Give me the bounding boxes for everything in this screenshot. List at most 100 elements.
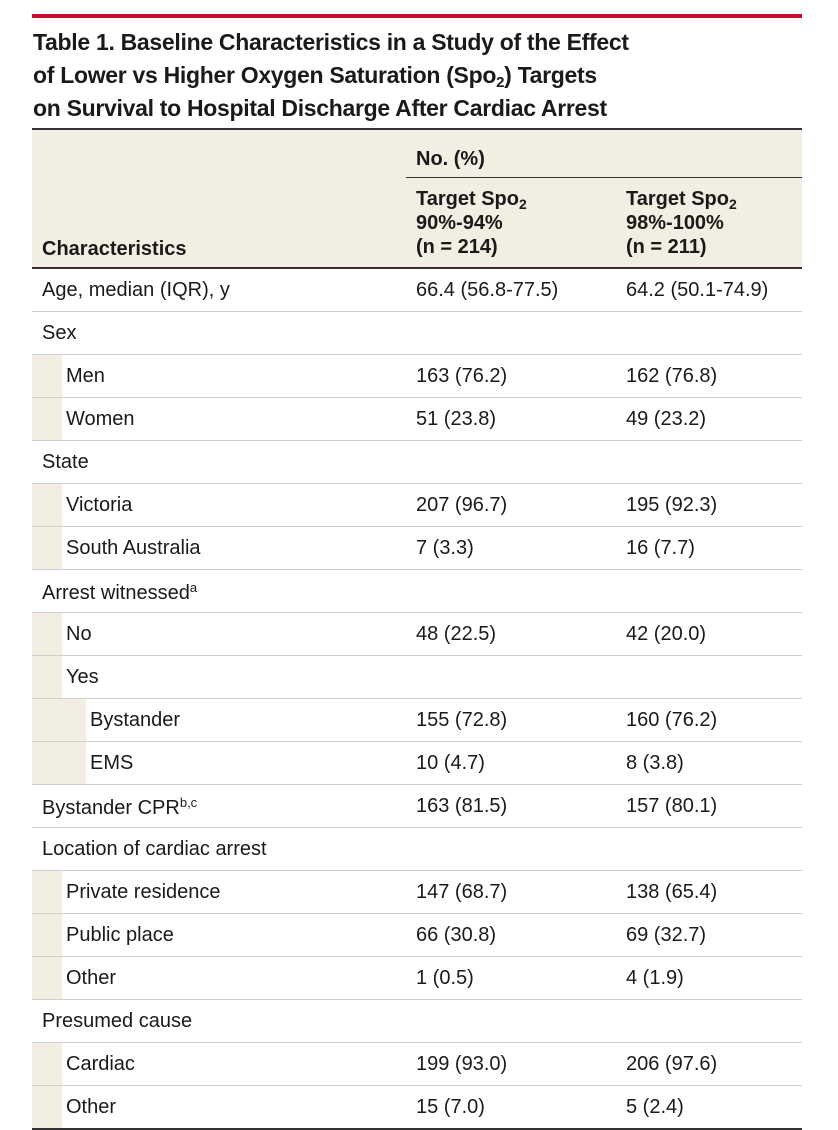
table-row: Victoria 207 (96.7) 195 (92.3) <box>32 484 802 527</box>
title-subscript: 2 <box>496 74 505 91</box>
top-accent-rule <box>32 14 802 18</box>
row-label-text: Victoria <box>66 494 133 516</box>
row-label-text: Location of cardiac arrest <box>42 838 267 860</box>
row-label-text: Bystander <box>90 709 181 731</box>
table-row: No 48 (22.5) 42 (20.0) <box>32 613 802 656</box>
value-higher-target: 4 (1.9) <box>626 967 684 989</box>
row-label-text: EMS <box>90 752 134 774</box>
column-header-subscript: 2 <box>518 196 527 212</box>
table-row: Presumed cause <box>32 1000 802 1043</box>
value-lower-target: 155 (72.8) <box>416 709 508 731</box>
table-row: Men 163 (76.2) 162 (76.8) <box>32 355 802 398</box>
row-label-text: Arrest witnessed <box>42 582 190 604</box>
table-row: Location of cardiac arrest <box>32 828 802 871</box>
row-label: Location of cardiac arrest <box>42 838 267 861</box>
column-header-line-1: Target Spo2 <box>416 187 527 211</box>
indent-shading <box>32 613 62 655</box>
footnote-marker: a <box>189 580 198 595</box>
table-row: Bystander CPRb,c 163 (81.5) 157 (80.1) <box>32 785 802 828</box>
column-header-line-1: Target Spo2 <box>626 187 737 211</box>
column-header-text: Target Spo <box>416 188 519 210</box>
table-row: Arrest witnesseda <box>32 570 802 613</box>
table-row: Women 51 (23.8) 49 (23.2) <box>32 398 802 441</box>
value-higher-target: 49 (23.2) <box>626 408 707 430</box>
value-lower-target: 66.4 (56.8-77.5) <box>416 279 559 301</box>
row-label: Other <box>66 1096 116 1119</box>
value-lower-target: 1 (0.5) <box>416 967 474 989</box>
indent-shading <box>32 699 86 741</box>
indent-shading <box>32 1043 62 1085</box>
table-header: No. (%) Target Spo2 90%-94% (n = 214) Ta… <box>32 128 802 269</box>
column-header-subscript: 2 <box>728 196 737 212</box>
characteristics-table: No. (%) Target Spo2 90%-94% (n = 214) Ta… <box>32 128 802 1130</box>
row-label-text: Private residence <box>66 881 221 903</box>
value-lower-target: 66 (30.8) <box>416 924 497 946</box>
table-row: Yes <box>32 656 802 699</box>
group-header-rule <box>406 177 802 178</box>
indent-shading <box>32 914 62 956</box>
indent-shading <box>32 398 62 440</box>
row-label: Women <box>66 408 135 431</box>
value-lower-target: 10 (4.7) <box>416 752 485 774</box>
value-higher-target: 69 (32.7) <box>626 924 707 946</box>
value-higher-target: 157 (80.1) <box>626 795 718 817</box>
value-higher-target: 64.2 (50.1-74.9) <box>626 279 769 301</box>
row-label: Men <box>66 365 105 388</box>
value-higher-target: 8 (3.8) <box>626 752 684 774</box>
table-row: EMS 10 (4.7) 8 (3.8) <box>32 742 802 785</box>
row-label: Cardiac <box>66 1053 135 1076</box>
table-row: Age, median (IQR), y 66.4 (56.8-77.5) 64.2… <box>32 269 802 312</box>
row-label-text: Yes <box>66 666 99 688</box>
group-header-label: No. (%) <box>416 148 485 170</box>
row-label-text: Other <box>66 1096 117 1118</box>
row-label: Presumed cause <box>42 1010 192 1033</box>
row-label-text: No <box>66 623 92 645</box>
indent-shading <box>32 656 62 698</box>
row-label-text: Cardiac <box>66 1053 135 1075</box>
value-lower-target: 163 (76.2) <box>416 365 508 387</box>
title-line-2-end: ) Targets <box>504 62 597 88</box>
table-row: Cardiac 199 (93.0) 206 (97.6) <box>32 1043 802 1086</box>
value-higher-target: 5 (2.4) <box>626 1096 684 1118</box>
value-lower-target: 48 (22.5) <box>416 623 497 645</box>
row-label: Private residence <box>66 881 221 904</box>
footnote-marker: b,c <box>179 795 198 810</box>
row-label-text: Men <box>66 365 105 387</box>
row-label-text: Sex <box>42 322 77 344</box>
row-label: Age, median (IQR), y <box>42 279 230 302</box>
row-label: Other <box>66 967 116 990</box>
row-label: Victoria <box>66 494 132 517</box>
indent-shading <box>32 871 62 913</box>
row-label-text: Public place <box>66 924 174 946</box>
table-row: Bystander 155 (72.8) 160 (76.2) <box>32 699 802 742</box>
table-row: State <box>32 441 802 484</box>
table-row: South Australia 7 (3.3) 16 (7.7) <box>32 527 802 570</box>
column-header-line-2: 98%-100% <box>626 212 724 234</box>
row-label: Yes <box>66 666 99 689</box>
row-label-text: Bystander CPR <box>42 797 180 819</box>
characteristics-column-header: Characteristics <box>42 238 187 260</box>
value-lower-target: 15 (7.0) <box>416 1096 485 1118</box>
table-row: Sex <box>32 312 802 355</box>
indent-shading <box>32 957 62 999</box>
value-lower-target: 207 (96.7) <box>416 494 508 516</box>
row-label-text: State <box>42 451 89 473</box>
title-line-2-start: of Lower vs Higher Oxygen Saturation (Sp… <box>33 62 497 88</box>
indent-shading <box>32 355 62 397</box>
title-line-2: of Lower vs Higher Oxygen Saturation (Sp… <box>33 59 733 92</box>
row-label: EMS <box>90 752 133 775</box>
row-label-text: Age, median (IQR), y <box>42 279 230 301</box>
row-label: State <box>42 451 89 474</box>
row-label: No <box>66 623 92 646</box>
row-label: Bystander CPRb,c <box>42 795 197 820</box>
column-header-higher-target: Target Spo2 98%-100% (n = 211) <box>626 187 737 259</box>
column-header-line-2: 90%-94% <box>416 212 503 234</box>
value-higher-target: 16 (7.7) <box>626 537 695 559</box>
table-row: Public place 66 (30.8) 69 (32.7) <box>32 914 802 957</box>
table-row: Other 1 (0.5) 4 (1.9) <box>32 957 802 1000</box>
value-higher-target: 162 (76.8) <box>626 365 718 387</box>
row-label-text: Women <box>66 408 135 430</box>
value-higher-target: 206 (97.6) <box>626 1053 718 1075</box>
value-higher-target: 160 (76.2) <box>626 709 718 731</box>
